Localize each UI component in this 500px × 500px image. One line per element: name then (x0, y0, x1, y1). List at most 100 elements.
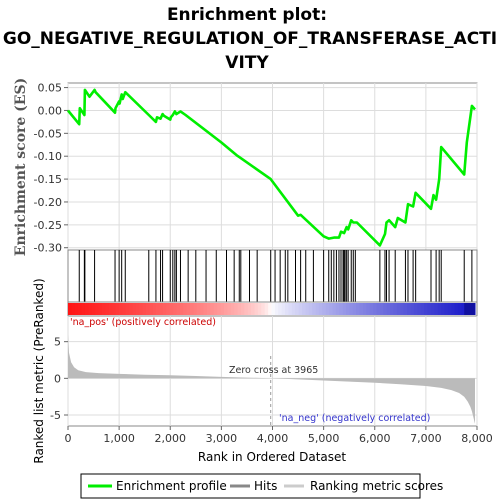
colorbar-segment (220, 303, 225, 315)
es-y-ticks: 0.05 0.00 -0.05 -0.10 -0.15 -0.20 -0.25 -0.30 (34, 82, 68, 255)
colorbar-segment (356, 303, 361, 315)
rank-colorbar (68, 303, 476, 315)
colorbar-segment (234, 303, 239, 315)
rank-y-axis-label: Ranked list metric (PreRanked) (32, 278, 46, 463)
es-tick-label: 0.05 (38, 82, 63, 95)
colorbar-segment (359, 303, 364, 315)
legend-label-enrichment-profile: Enrichment profile (116, 479, 227, 493)
colorbar-segment (84, 303, 89, 315)
colorbar-segment (149, 303, 154, 315)
colorbar-segment (451, 303, 456, 315)
colorbar-segment (318, 303, 323, 315)
colorbar-segment (403, 303, 408, 315)
es-tick-label: 0.00 (38, 104, 63, 117)
ranked-metric-panel: 5 0 -5 0 1,000 2,000 3,000 4,000 5,000 6,000 7,00… (32, 278, 493, 464)
colorbar-segment (68, 303, 72, 315)
colorbar-segment (227, 303, 232, 315)
colorbar-segment (186, 303, 191, 315)
colorbar-segment (200, 303, 205, 315)
rank-x-tick-label: 3,000 (206, 432, 238, 445)
colorbar-segment (349, 303, 354, 315)
colorbar-segment (254, 303, 259, 315)
colorbar-segment (217, 303, 222, 315)
colorbar-segment (393, 303, 398, 315)
colorbar-segment (129, 303, 134, 315)
colorbar-segment (424, 303, 429, 315)
colorbar-segment (420, 303, 425, 315)
rank-x-tick-label: 6,000 (359, 432, 391, 445)
colorbar-segment (247, 303, 252, 315)
colorbar-segment (223, 303, 228, 315)
colorbar-segment (281, 303, 286, 315)
es-tick-label: -0.10 (34, 150, 62, 163)
colorbar-segment (342, 303, 347, 315)
colorbar-segment (322, 303, 327, 315)
colorbar-segment (454, 303, 459, 315)
colorbar-segment (193, 303, 198, 315)
colorbar-segment (230, 303, 235, 315)
colorbar-segment (427, 303, 432, 315)
colorbar-segment (152, 303, 157, 315)
rank-x-tick-label: 1,000 (103, 432, 135, 445)
rank-y-tick-label: -5 (50, 409, 61, 422)
negative-correlation-label: 'na_neg' (negatively correlated) (279, 413, 430, 424)
colorbar-segment (291, 303, 296, 315)
enrichment-profile-line (66, 88, 476, 247)
colorbar-segment (203, 303, 208, 315)
zero-cross-annotation: Zero cross at 3965 (229, 365, 318, 376)
colorbar-segment (98, 303, 103, 315)
rank-x-tick-label: 4,000 (257, 432, 289, 445)
rank-x-axis-label: Rank in Ordered Dataset (198, 450, 346, 464)
colorbar-segment (332, 303, 337, 315)
colorbar-segment (295, 303, 300, 315)
colorbar-segment (363, 303, 368, 315)
colorbar-segment (237, 303, 242, 315)
es-y-axis-label: Enrichment score (ES) (13, 78, 29, 256)
colorbar-segment (261, 303, 266, 315)
rank-x-tick-label: 0 (65, 432, 72, 445)
es-tick-label: -0.25 (34, 219, 62, 232)
enrichment-score-panel: 0.05 0.00 -0.05 -0.10 -0.15 -0.20 -0.25 -0.30 E… (13, 78, 478, 256)
colorbar-segment (108, 303, 113, 315)
colorbar-segment (213, 303, 218, 315)
legend-label-ranking-metric: Ranking metric scores (310, 479, 443, 493)
colorbar-segment (441, 303, 446, 315)
colorbar-segment (176, 303, 181, 315)
colorbar-segment (257, 303, 262, 315)
colorbar-segment (78, 303, 83, 315)
colorbar-segment (244, 303, 249, 315)
colorbar-segment (274, 303, 279, 315)
colorbar-segment (101, 303, 106, 315)
ranking-metric-area (68, 334, 475, 424)
colorbar-segment (430, 303, 435, 315)
colorbar-segment (373, 303, 378, 315)
es-tick-label: -0.20 (34, 196, 62, 209)
colorbar-segment (115, 303, 120, 315)
colorbar-segment (386, 303, 391, 315)
rank-y-tick-label: 5 (54, 336, 61, 349)
colorbar-segment (210, 303, 215, 315)
legend: Enrichment profile Hits Ranking metric s… (80, 473, 443, 499)
colorbar-segment (139, 303, 144, 315)
colorbar-segment (312, 303, 317, 315)
colorbar-segment (190, 303, 195, 315)
es-tick-label: -0.30 (34, 242, 62, 255)
colorbar-segment (339, 303, 344, 315)
colorbar-segment (315, 303, 320, 315)
colorbar-segment (162, 303, 167, 315)
colorbar-segment (125, 303, 130, 315)
colorbar-segment (81, 303, 86, 315)
colorbar-segment (240, 303, 245, 315)
colorbar-segment (105, 303, 110, 315)
colorbar-segment (166, 303, 171, 315)
colorbar-segment (437, 303, 442, 315)
title-line-3: VITY (225, 53, 269, 73)
colorbar-segment (417, 303, 422, 315)
rank-y-ticks: 5 0 -5 (50, 336, 68, 422)
colorbar-segment (95, 303, 100, 315)
colorbar-segment (179, 303, 184, 315)
colorbar-segment (264, 303, 269, 315)
colorbar-segment (400, 303, 405, 315)
rank-x-tick-label: 8,000 (461, 432, 493, 445)
